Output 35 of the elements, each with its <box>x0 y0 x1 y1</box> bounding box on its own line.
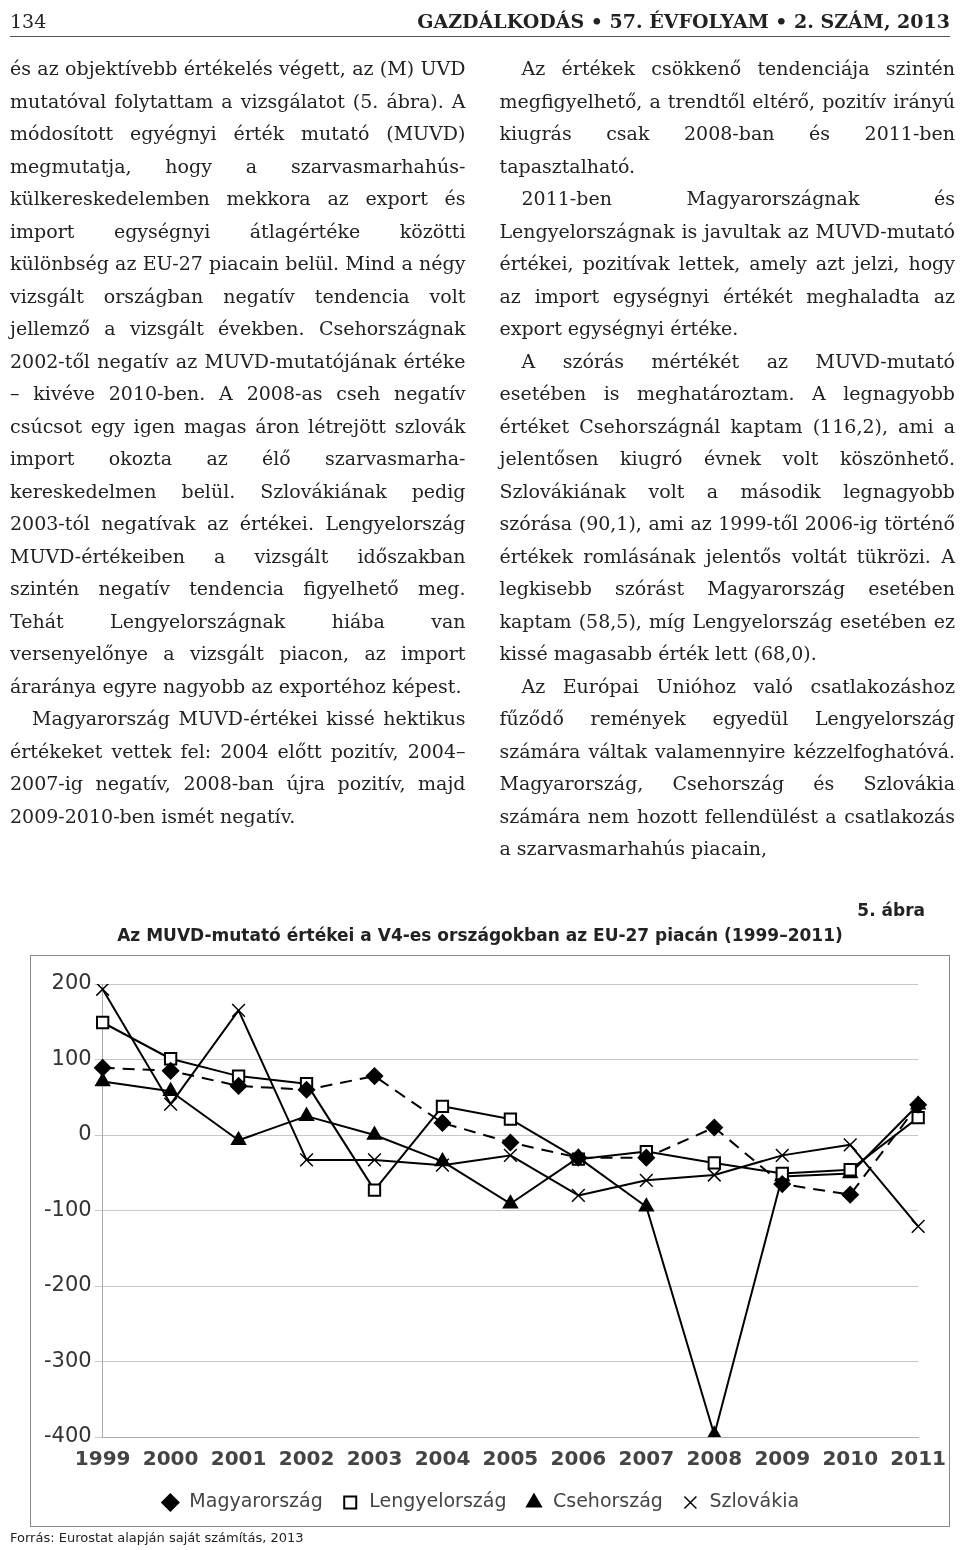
x-tick-label: 2001 <box>210 1446 267 1471</box>
x-tick-label: 2011 <box>890 1446 946 1471</box>
y-tick-label: 200 <box>51 970 92 995</box>
text: Forrás: Eurostat alapján saját számítás, 2013 <box>10 1530 304 1545</box>
legend-label: Csehország <box>553 1489 663 1512</box>
y-tick-label: 100 <box>51 1045 92 1070</box>
y-tick-label: -200 <box>43 1272 92 1297</box>
x-tick-label: 2008 <box>686 1446 743 1471</box>
text: Az Európai Unióhoz való csatlakozáshoz fűződő remények egyedül Lengyelország számára váltak valamennyire kézzelfoghatóvá. Magyarország, Csehország és Szlovákia számára nem hozott fellendülést a csatlakozás a szarvasmarhahús piacain, <box>499 673 955 861</box>
text: Magyarország MUVD-értékei kissé hektikus értékeket vettek fel: 2004 előtt pozitív, 2004–2007-ig negatív, 2008-ban újra pozitív, majd 2009-2010-ben ismét negatív. <box>10 706 466 829</box>
x-tick-label: 2004 <box>414 1446 471 1471</box>
y-tick-label: -300 <box>43 1347 92 1372</box>
text: A szórás mértékét az MUVD-mutató esetében is meghatároztam. A legnagyobb értéket Csehországnál kaptam (116,2), ami a jelentősen kiugró évnek volt köszönhető. Szlovákiának volt a második legnagyobb szórása (90,1), ami az 1999-től 2006-ig történő értékek romlásának jelentős voltát tükrözi. A legkisebb szórást Magyarország esetében kaptam (58,5), míg Lengyelország esetében ez kissé magasabb érték lett (68,0). <box>499 349 955 664</box>
y-tick-label: -100 <box>43 1196 92 1221</box>
x-tick-label: 2000 <box>142 1446 199 1471</box>
x-tick-label: 2010 <box>822 1446 879 1471</box>
legend-label: Lengyelország <box>369 1489 507 1512</box>
x-tick-label: 2009 <box>754 1446 811 1471</box>
text: 134 <box>10 10 47 32</box>
y-tick-label: -400 <box>43 1423 92 1448</box>
text: GAZDÁLKODÁS • 57. ÉVFOLYAM • 2. SZÁM, 2013 <box>417 10 950 32</box>
text: 5. ábra <box>857 900 925 920</box>
x-tick-label: 2003 <box>346 1446 403 1471</box>
text: és az objektívebb értékelés végett, az (M) UVD mutatóval folytattam a vizsgálatot (5. ábra). A módosított egyégnyi érték mutató (MUVD) megmutatja, hogy a szarvasmarhahús-külkereskedelemben mekkora az export és import egységnyi átlagértéke közötti különbség az EU-27 piacain belül. Mind a négy vizsgált országban negatív tendencia volt jellemző a vizsgált években. Csehországnak 2002-től negatív az MUVD-mutatójának értéke – kivéve 2010-ben. A 2008-as cseh negatív csúcsot egy igen magas áron létrejött szlovák import okozta az élő szarvasmarha-kereskedelmen belül. Szlovákiának pedig 2003-tól negatívak az értékei. Lengyelország MUVD-értékeiben a vizsgált időszakban szintén negatív tendencia figyelhető meg. Tehát Lengyelországnak hiába van versenyelőnye a vizsgált piacon, az import áraránya egyre nagyobb az exportéhoz képest. <box>10 57 466 697</box>
legend-label: Magyarország <box>189 1489 323 1512</box>
text: Az értékek csökkenő tendenciája szintén megfigyelhető, a trendtől eltérő, pozitív irányú kiugrás csak 2008-ban és 2011-ben tapasztalható. <box>499 56 955 179</box>
chart-title: Az MUVD-mutató értékei a V4-es országokban az EU-27 piacán (1999–2011) <box>116 925 844 945</box>
y-tick-label: 0 <box>78 1121 92 1146</box>
x-tick-label: 1999 <box>74 1446 131 1471</box>
x-tick-label: 2007 <box>618 1446 675 1471</box>
x-tick-label: 2002 <box>278 1446 335 1471</box>
text: 2011-ben Magyarországnak és Lengyelországnak is javultak az MUVD-mutató értékei, pozitívak lettek, amely azt jelzi, hogy az import egységnyi értékét meghaladta az export egységnyi értéke. <box>499 186 955 341</box>
legend-label: Szlovákia <box>709 1489 800 1512</box>
x-tick-label: 2006 <box>550 1446 607 1471</box>
x-tick-label: 2005 <box>482 1446 539 1471</box>
